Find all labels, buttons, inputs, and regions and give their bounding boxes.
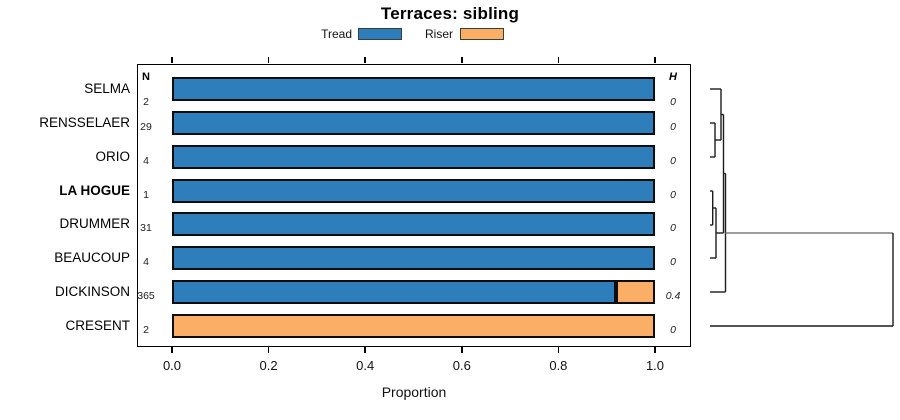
bar-row xyxy=(172,77,655,101)
axis-tick-top xyxy=(267,57,270,63)
h-value: 0 xyxy=(670,222,676,235)
category-label: LA HOGUE xyxy=(59,182,130,198)
n-value: 2 xyxy=(143,96,149,108)
h-value: 0 xyxy=(670,188,676,201)
x-axis-title: Proportion xyxy=(381,384,447,400)
category-label: ORIO xyxy=(95,148,130,164)
x-tick-label: 0.8 xyxy=(549,358,568,373)
axis-tick-bottom xyxy=(171,347,173,353)
n-value: 31 xyxy=(140,222,152,235)
bar-row xyxy=(172,280,655,305)
h-value: 0 xyxy=(670,323,676,336)
bar-segment-tread xyxy=(172,178,655,203)
h-value: 0.4 xyxy=(665,290,681,303)
legend-swatch-riser xyxy=(460,28,504,40)
plot-frame xyxy=(137,64,691,347)
x-tick-label: 0.2 xyxy=(259,358,278,373)
axis-tick-top xyxy=(364,57,366,63)
n-value: 29 xyxy=(140,120,152,133)
bar-segment-tread xyxy=(172,280,617,305)
axis-tick-bottom xyxy=(364,347,366,353)
bar-segment-tread xyxy=(172,212,655,237)
category-label: BEAUCOUP xyxy=(54,250,130,266)
axis-tick-bottom xyxy=(461,347,463,353)
bar-segment-tread xyxy=(172,246,655,271)
x-tick-label: 0.0 xyxy=(162,358,182,373)
bar-row xyxy=(172,313,655,338)
bar-segment-riser xyxy=(172,313,655,338)
h-value: 0 xyxy=(670,256,676,269)
n-value: 4 xyxy=(143,256,149,269)
axis-tick-bottom xyxy=(267,347,270,353)
n-value: 4 xyxy=(143,154,149,167)
n-column-header: N xyxy=(142,71,150,83)
category-label: RENSSELAER xyxy=(39,114,130,130)
h-value: 0 xyxy=(670,96,676,108)
bar-segment-tread xyxy=(172,144,655,169)
legend-swatch-tread xyxy=(358,28,402,40)
bar-row xyxy=(172,144,655,169)
h-value: 0 xyxy=(670,120,676,133)
x-tick-label: 1.0 xyxy=(645,358,665,373)
axis-tick-top xyxy=(171,57,173,63)
axis-tick-bottom xyxy=(654,347,656,353)
category-label: SELMA xyxy=(84,81,130,96)
category-label: CRESENT xyxy=(65,317,130,333)
category-label: DRUMMER xyxy=(59,216,131,232)
bar-row xyxy=(172,110,655,135)
legend-label-tread: Tread xyxy=(321,27,352,41)
n-value: 2 xyxy=(143,323,149,336)
bar-segment-tread xyxy=(172,77,655,101)
n-value: 1 xyxy=(143,188,149,201)
bar-segment-riser xyxy=(616,280,655,305)
bar-segment-tread xyxy=(172,110,655,135)
axis-tick-top xyxy=(557,57,560,63)
axis-tick-top xyxy=(654,57,656,63)
category-label: DICKINSON xyxy=(54,284,130,300)
bar-row xyxy=(172,178,655,203)
axis-tick-bottom xyxy=(557,347,560,353)
legend-label-riser: Riser xyxy=(424,27,453,41)
bar-row xyxy=(172,212,655,237)
x-tick-label: 0.4 xyxy=(356,358,375,373)
h-value: 0 xyxy=(670,154,676,167)
n-value: 365 xyxy=(137,290,155,303)
x-tick-label: 0.6 xyxy=(452,358,471,373)
h-column-header: H xyxy=(669,71,677,83)
bar-row xyxy=(172,246,655,271)
axis-tick-top xyxy=(461,57,463,63)
chart-title: Terraces: sibling xyxy=(380,4,520,23)
